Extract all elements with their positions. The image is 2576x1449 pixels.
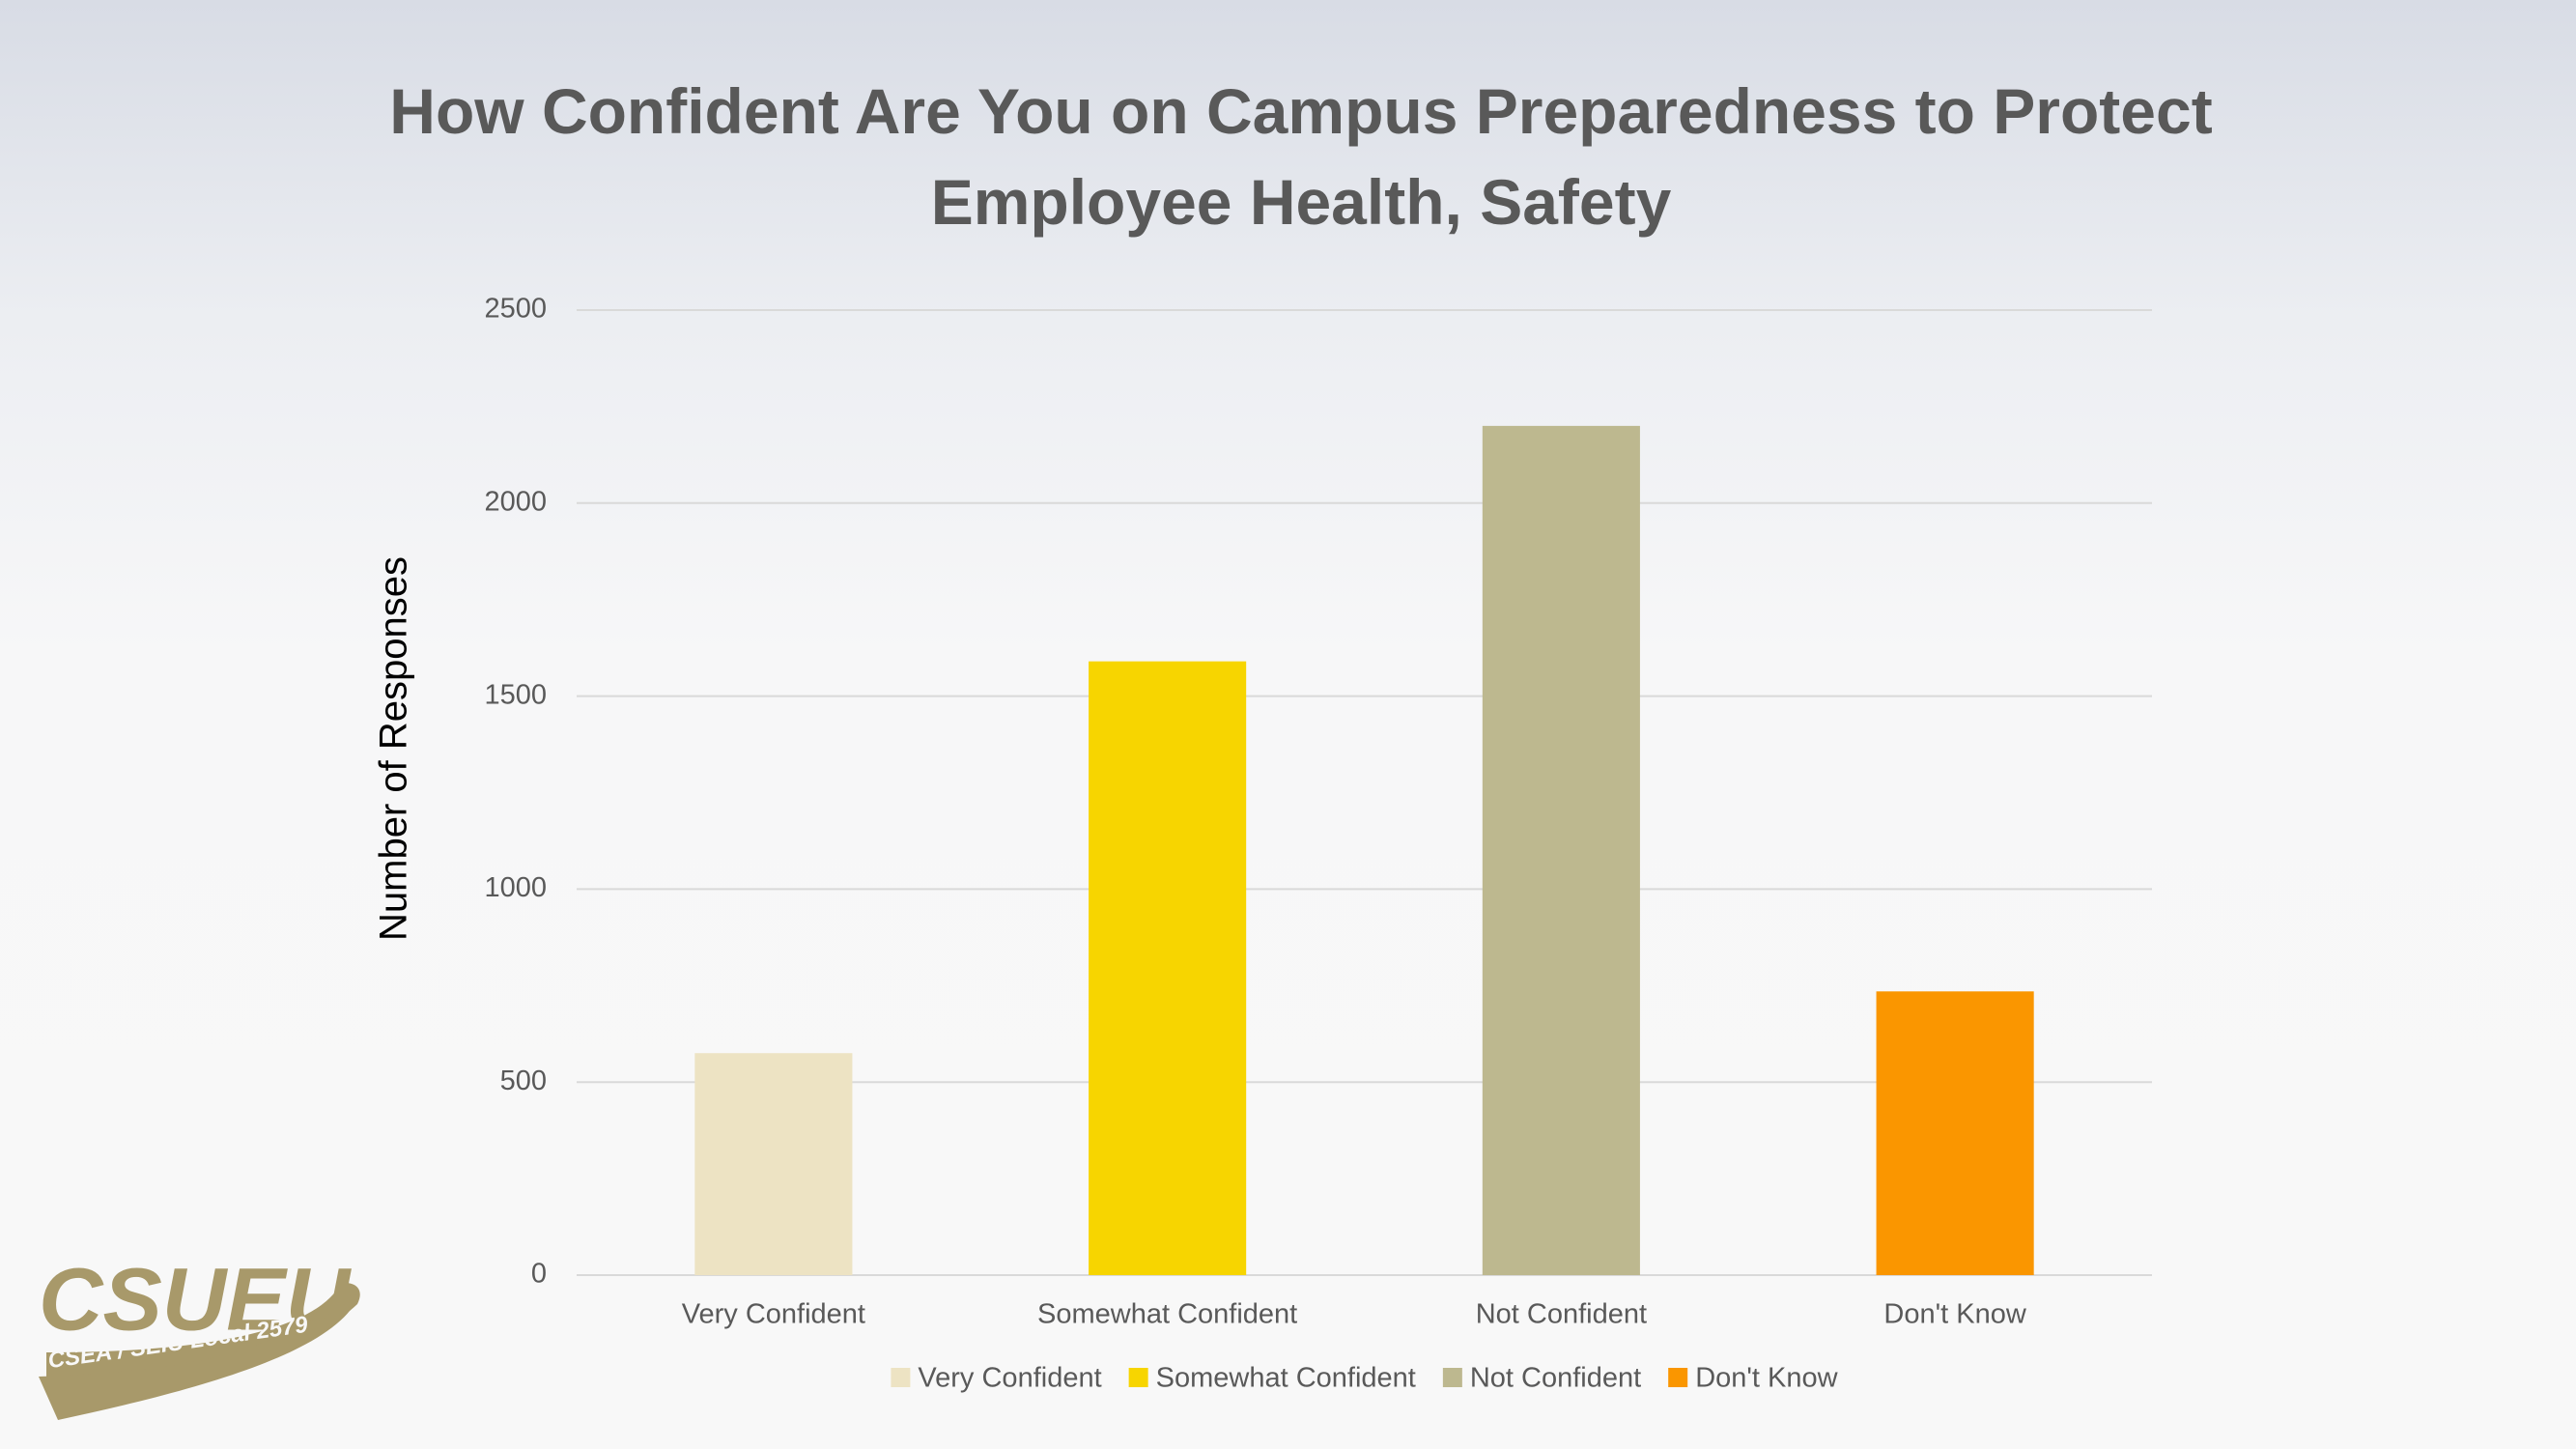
legend-swatch (1128, 1368, 1148, 1387)
legend-swatch (891, 1368, 911, 1387)
x-tick-label: Don't Know (1883, 1299, 2026, 1330)
legend-label: Not Confident (1470, 1363, 1641, 1394)
legend-swatch (1668, 1368, 1688, 1387)
logo: CSUEU CSEA / SEIU Local 2579 (39, 1250, 360, 1420)
legend-label: Don't Know (1695, 1363, 1838, 1394)
y-tick-label: 2000 (484, 486, 547, 517)
y-axis-title: Number of Responses (373, 556, 415, 941)
bar (1089, 661, 1247, 1275)
legend-swatch (1442, 1368, 1462, 1387)
legend-label: Somewhat Confident (1156, 1363, 1416, 1394)
y-tick-label: 500 (500, 1065, 547, 1096)
y-tick-label: 0 (531, 1259, 547, 1290)
x-tick-label: Somewhat Confident (1037, 1299, 1297, 1330)
x-tick-label: Not Confident (1476, 1299, 1647, 1330)
y-tick-label: 2500 (484, 294, 547, 325)
bar (1876, 991, 2034, 1275)
bar (1482, 425, 1640, 1275)
legend-label: Very Confident (918, 1363, 1101, 1394)
y-tick-label: 1000 (484, 872, 547, 903)
chart-title: How Confident Are You on Campus Prepared… (389, 75, 2213, 238)
logo-swoosh (46, 1283, 360, 1381)
logo-text: CSUEU (39, 1250, 353, 1349)
y-tick-label: 1500 (484, 679, 547, 710)
logo-swoosh (39, 1294, 359, 1420)
bar (694, 1053, 853, 1275)
x-tick-label: Very Confident (682, 1299, 865, 1330)
